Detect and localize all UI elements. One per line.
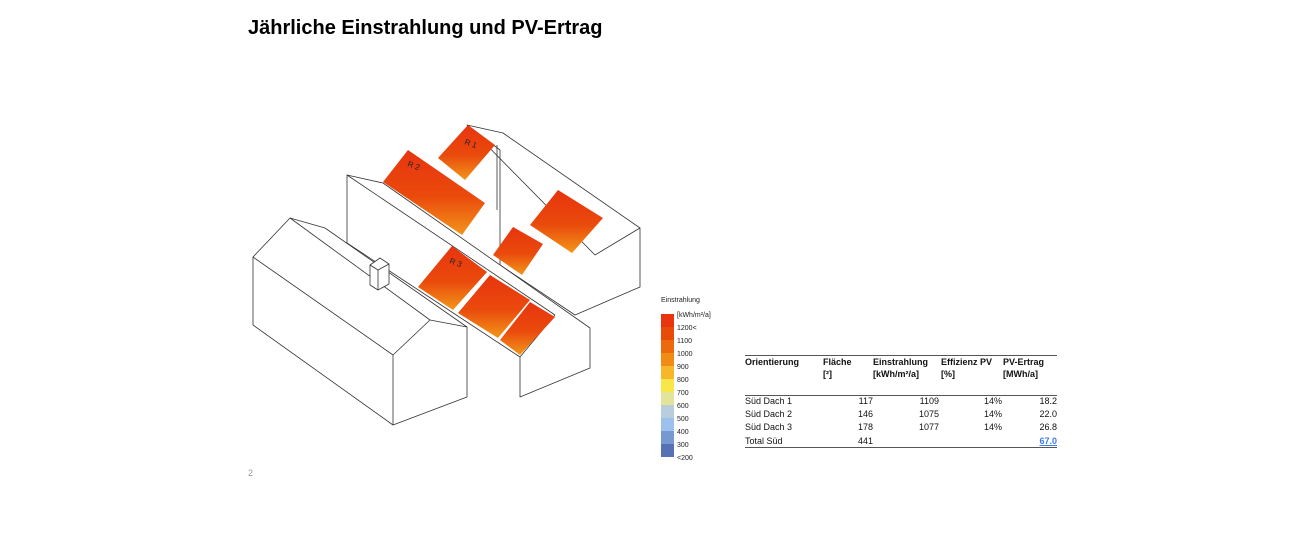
table-cell: 1075 xyxy=(918,409,939,419)
column-header: [MWh/a] xyxy=(1003,369,1038,379)
table-cell: 26.8 xyxy=(1039,422,1057,432)
pv-panel-r3-b xyxy=(458,275,530,338)
building-edge xyxy=(392,319,431,356)
pv-panel-r3-c xyxy=(500,302,555,355)
column-header: [%] xyxy=(941,369,955,379)
legend-swatch xyxy=(661,366,674,379)
pv-panel-r1 xyxy=(438,125,495,180)
column-header: Einstrahlung xyxy=(873,357,929,367)
legend-swatch xyxy=(661,392,674,405)
table-cell: 146 xyxy=(857,409,873,419)
column-header: Effizienz PV xyxy=(941,357,993,367)
table-rule xyxy=(745,355,1057,356)
table-cell: 22.0 xyxy=(1039,409,1057,419)
building-edge xyxy=(346,174,556,316)
table-cell: Süd Dach 2 xyxy=(745,409,793,419)
table-cell: Süd Dach 1 xyxy=(745,396,793,406)
legend-label: 1000 xyxy=(677,351,693,358)
roof-label-r2: R 2 xyxy=(406,159,421,172)
legend-label: 900 xyxy=(677,364,689,371)
total-cell: Total Süd xyxy=(745,436,783,446)
building-edge xyxy=(289,217,431,321)
total-cell: 441 xyxy=(857,436,873,446)
building-edge xyxy=(429,319,468,328)
table-rule xyxy=(745,447,1057,448)
roof-label-r3: R 3 xyxy=(448,256,463,269)
table-rule xyxy=(745,395,1057,396)
column-header: Fläche xyxy=(823,357,852,367)
table-cell: 18.2 xyxy=(1039,396,1057,406)
column-header: [²] xyxy=(823,369,832,379)
legend-swatch xyxy=(661,353,674,366)
table-cell: 14% xyxy=(983,409,1002,419)
total-cell: 67.0 xyxy=(1039,436,1057,446)
table-cell: 14% xyxy=(983,396,1002,406)
legend-label: 300 xyxy=(677,442,689,449)
front-building xyxy=(252,217,468,426)
table-cell: 178 xyxy=(857,422,873,432)
table-cell: 1109 xyxy=(919,396,939,406)
page-title: Jährliche Einstrahlung und PV-Ertrag xyxy=(248,17,603,39)
legend-swatch xyxy=(661,340,674,353)
chimney-edge xyxy=(377,263,390,271)
column-header: [kWh/m²/a] xyxy=(873,369,919,379)
column-header: PV-Ertrag xyxy=(1003,357,1045,367)
table-cell: 1077 xyxy=(918,422,939,432)
building-edge xyxy=(252,256,394,356)
legend-label: <200 xyxy=(677,455,693,462)
legend-label: 500 xyxy=(677,416,689,423)
pv-panel-right xyxy=(530,190,603,253)
legend-title: Einstrahlung xyxy=(661,297,700,304)
pv-panel-middle xyxy=(493,227,543,275)
table-cell: 14% xyxy=(983,422,1002,432)
building-edge xyxy=(594,227,641,256)
legend-swatch xyxy=(661,327,674,340)
legend-label: 1100 xyxy=(677,338,693,345)
legend-label: 1200< xyxy=(677,325,697,332)
legend-swatch xyxy=(661,431,674,444)
column-header: Orientierung xyxy=(745,357,800,367)
legend-label: 800 xyxy=(677,377,689,384)
legend-swatch xyxy=(661,418,674,431)
legend-label: 600 xyxy=(677,403,689,410)
legend-label: 700 xyxy=(677,390,689,397)
legend-label: 400 xyxy=(677,429,689,436)
legend-swatch xyxy=(661,405,674,418)
table-cell: 117 xyxy=(858,396,873,406)
table-cell: Süd Dach 3 xyxy=(745,422,793,432)
chimney-edge xyxy=(369,264,379,271)
pv-panel-r2 xyxy=(383,150,485,235)
legend-unit: [kWh/m²/a] xyxy=(677,312,711,319)
chimney xyxy=(369,257,390,291)
page-number: 2 xyxy=(248,468,254,478)
legend-swatch xyxy=(661,379,674,392)
roof-label-r1: R 1 xyxy=(463,137,478,150)
legend-swatch xyxy=(661,444,674,457)
pv-panel-r3-a xyxy=(418,246,487,310)
legend-swatch xyxy=(661,314,674,327)
